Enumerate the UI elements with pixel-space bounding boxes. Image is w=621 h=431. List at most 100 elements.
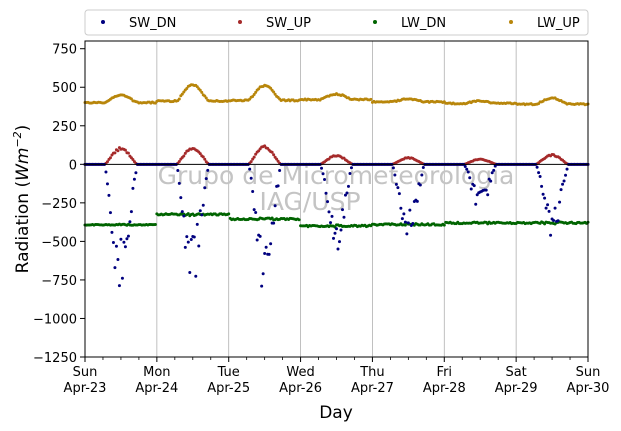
sw-up-point xyxy=(131,158,135,162)
sw-dn-point xyxy=(556,219,560,223)
legend-marker-lw-up xyxy=(509,20,513,24)
sw-dn-point xyxy=(129,210,133,214)
sw-dn-point xyxy=(540,184,544,188)
sw-dn-point xyxy=(116,258,120,262)
sw-dn-point xyxy=(403,220,407,224)
sw-dn-point xyxy=(272,221,276,225)
sw-dn-point xyxy=(393,173,397,177)
sw-up-point xyxy=(123,148,127,152)
sw-dn-point xyxy=(189,237,193,241)
sw-dn-point xyxy=(182,214,186,218)
sw-dn-point xyxy=(420,173,424,177)
sw-dn-point xyxy=(342,215,346,219)
sw-dn-point xyxy=(131,186,135,190)
sw-dn-point xyxy=(537,171,541,175)
sw-dn-point xyxy=(134,171,138,175)
sw-up-point xyxy=(198,152,202,156)
lw-dn-point xyxy=(297,218,301,222)
sw-dn-point xyxy=(326,200,330,204)
sw-dn-point xyxy=(183,245,187,249)
sw-dn-point xyxy=(203,186,207,190)
legend-label: SW_DN xyxy=(129,16,176,31)
y-tick-label: 0 xyxy=(69,158,77,173)
sw-dn-point xyxy=(194,274,198,278)
sw-dn-point xyxy=(336,247,340,251)
y-axis-label-exp: −2 xyxy=(11,131,24,147)
sw-dn-point xyxy=(394,182,398,186)
legend: SW_DN SW_UP LW_DN LW_UP xyxy=(84,9,589,36)
sw-dn-point xyxy=(120,276,124,280)
sw-dn-point xyxy=(340,208,344,212)
sw-dn-point xyxy=(321,172,325,176)
x-tick-label-date: Apr-29 xyxy=(495,381,538,396)
sw-dn-point xyxy=(421,165,425,169)
sw-dn-point xyxy=(391,166,395,170)
sw-dn-point xyxy=(415,199,419,203)
sw-up-point xyxy=(116,149,120,153)
lw-up-point xyxy=(204,96,208,100)
sw-dn-point xyxy=(405,232,409,236)
sw-dn-point xyxy=(396,186,400,190)
sw-dn-point xyxy=(463,164,467,168)
legend-box xyxy=(84,9,589,36)
sw-dn-point xyxy=(258,234,262,238)
sw-dn-point xyxy=(541,192,545,196)
y-tick-label: 500 xyxy=(52,81,77,96)
lw-up-point xyxy=(254,90,258,94)
y-tick-label: 750 xyxy=(52,43,77,58)
sw-dn-point xyxy=(486,193,490,197)
legend-marker-sw-dn xyxy=(101,20,105,24)
sw-dn-point xyxy=(125,237,129,241)
sw-dn-point xyxy=(110,230,114,234)
sw-dn-point xyxy=(564,173,568,177)
sw-dn-point xyxy=(469,187,473,191)
lw-up-point xyxy=(185,86,189,90)
y-axis-label-suffix: ) xyxy=(13,125,33,132)
series-layer xyxy=(83,83,590,288)
x-tick-label-day: Fri xyxy=(437,365,453,380)
sw-dn-point xyxy=(406,221,410,225)
lw-up-point xyxy=(272,90,276,94)
sw-dn-point xyxy=(466,170,470,174)
watermark: Grupo de Micrometeorologia IAG/USP xyxy=(158,161,515,216)
sw-dn-point xyxy=(484,188,488,192)
sw-dn-point xyxy=(113,266,117,270)
sw-up-point xyxy=(113,151,117,155)
sw-dn-point xyxy=(399,206,403,210)
sw-dn-point xyxy=(339,228,343,232)
sw-dn-point xyxy=(185,235,189,239)
sw-dn-point xyxy=(418,183,422,187)
sw-dn-point xyxy=(177,181,181,185)
y-tick-label: 250 xyxy=(52,120,77,135)
sw-dn-point xyxy=(126,234,130,238)
sw-dn-point xyxy=(255,238,259,242)
sw-dn-point xyxy=(547,209,551,213)
sw-dn-point xyxy=(260,284,264,288)
sw-dn-point xyxy=(349,166,353,170)
sw-dn-point xyxy=(200,213,204,217)
sw-up-point xyxy=(270,150,274,154)
legend-marker-sw-up xyxy=(238,20,242,24)
sw-dn-point xyxy=(565,167,569,171)
sw-dn-point xyxy=(108,211,112,215)
sw-dn-point xyxy=(337,240,341,244)
sw-dn-point xyxy=(264,245,268,249)
sw-up-point xyxy=(182,154,186,158)
sw-dn-point xyxy=(465,167,469,171)
x-tick-label-date: Apr-30 xyxy=(567,381,610,396)
sw-dn-point xyxy=(345,191,349,195)
sw-dn-point xyxy=(335,227,338,231)
sw-dn-point xyxy=(543,196,547,200)
sw-up-point xyxy=(126,151,130,155)
sw-dn-point xyxy=(324,191,328,195)
sw-dn-point xyxy=(561,182,565,186)
lw-dn-point xyxy=(227,212,231,216)
sw-dn-point xyxy=(104,170,108,174)
sw-dn-point xyxy=(206,168,210,172)
lw-up-point xyxy=(369,97,373,101)
lw-up-point xyxy=(177,97,181,101)
y-tick-label: −1250 xyxy=(33,351,77,366)
sw-dn-point xyxy=(320,166,324,170)
lw-dn-point xyxy=(186,212,190,216)
sw-dn-point xyxy=(549,233,553,237)
